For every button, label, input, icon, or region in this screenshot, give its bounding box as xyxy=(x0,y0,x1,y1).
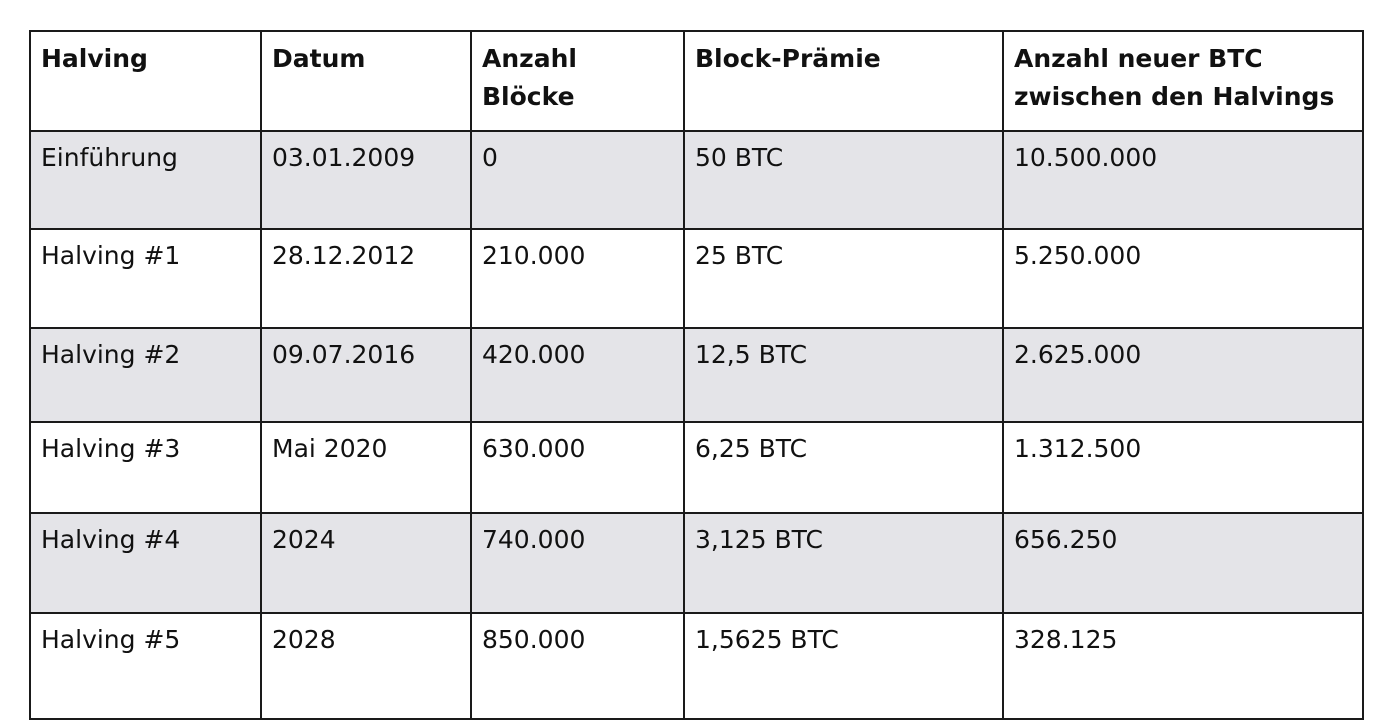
cell-halving: Einführung xyxy=(29,130,262,230)
cell-anzahl-neuer-btc: 328.125 xyxy=(1002,612,1364,720)
cell-block-praemie: 3,125 BTC xyxy=(683,512,1004,614)
cell-halving: Halving #3 xyxy=(29,421,262,514)
cell-anzahl-bloecke: 630.000 xyxy=(470,421,685,514)
table-row: Halving #5 2028 850.000 1,5625 BTC 328.1… xyxy=(29,612,1364,720)
cell-halving: Halving #4 xyxy=(29,512,262,614)
cell-datum: Mai 2020 xyxy=(260,421,472,514)
cell-halving: Halving #2 xyxy=(29,327,262,423)
halving-table: Halving Datum Anzahl Blöcke Block-Prämie… xyxy=(29,30,1364,720)
table-row: Einführung 03.01.2009 0 50 BTC 10.500.00… xyxy=(29,130,1364,230)
cell-halving: Halving #1 xyxy=(29,228,262,329)
cell-anzahl-neuer-btc: 656.250 xyxy=(1002,512,1364,614)
cell-anzahl-bloecke: 850.000 xyxy=(470,612,685,720)
header-anzahl-neuer-btc: Anzahl neuer BTC zwischen den Halvings xyxy=(1002,30,1364,132)
cell-datum: 28.12.2012 xyxy=(260,228,472,329)
header-row: Halving Datum Anzahl Blöcke Block-Prämie… xyxy=(29,30,1364,132)
header-halving: Halving xyxy=(29,30,262,132)
header-datum: Datum xyxy=(260,30,472,132)
table-row: Halving #2 09.07.2016 420.000 12,5 BTC 2… xyxy=(29,327,1364,423)
cell-anzahl-bloecke: 0 xyxy=(470,130,685,230)
table-row: Halving #4 2024 740.000 3,125 BTC 656.25… xyxy=(29,512,1364,614)
cell-anzahl-neuer-btc: 2.625.000 xyxy=(1002,327,1364,423)
cell-anzahl-bloecke: 420.000 xyxy=(470,327,685,423)
cell-datum: 03.01.2009 xyxy=(260,130,472,230)
cell-anzahl-bloecke: 210.000 xyxy=(470,228,685,329)
cell-anzahl-neuer-btc: 5.250.000 xyxy=(1002,228,1364,329)
cell-block-praemie: 1,5625 BTC xyxy=(683,612,1004,720)
header-anzahl-bloecke: Anzahl Blöcke xyxy=(470,30,685,132)
cell-anzahl-neuer-btc: 1.312.500 xyxy=(1002,421,1364,514)
cell-datum: 2028 xyxy=(260,612,472,720)
cell-block-praemie: 6,25 BTC xyxy=(683,421,1004,514)
cell-anzahl-neuer-btc: 10.500.000 xyxy=(1002,130,1364,230)
cell-datum: 2024 xyxy=(260,512,472,614)
header-block-praemie: Block-Prämie xyxy=(683,30,1004,132)
cell-block-praemie: 25 BTC xyxy=(683,228,1004,329)
table-row: Halving #1 28.12.2012 210.000 25 BTC 5.2… xyxy=(29,228,1364,329)
cell-block-praemie: 12,5 BTC xyxy=(683,327,1004,423)
cell-halving: Halving #5 xyxy=(29,612,262,720)
table-row: Halving #3 Mai 2020 630.000 6,25 BTC 1.3… xyxy=(29,421,1364,514)
cell-anzahl-bloecke: 740.000 xyxy=(470,512,685,614)
cell-block-praemie: 50 BTC xyxy=(683,130,1004,230)
cell-datum: 09.07.2016 xyxy=(260,327,472,423)
